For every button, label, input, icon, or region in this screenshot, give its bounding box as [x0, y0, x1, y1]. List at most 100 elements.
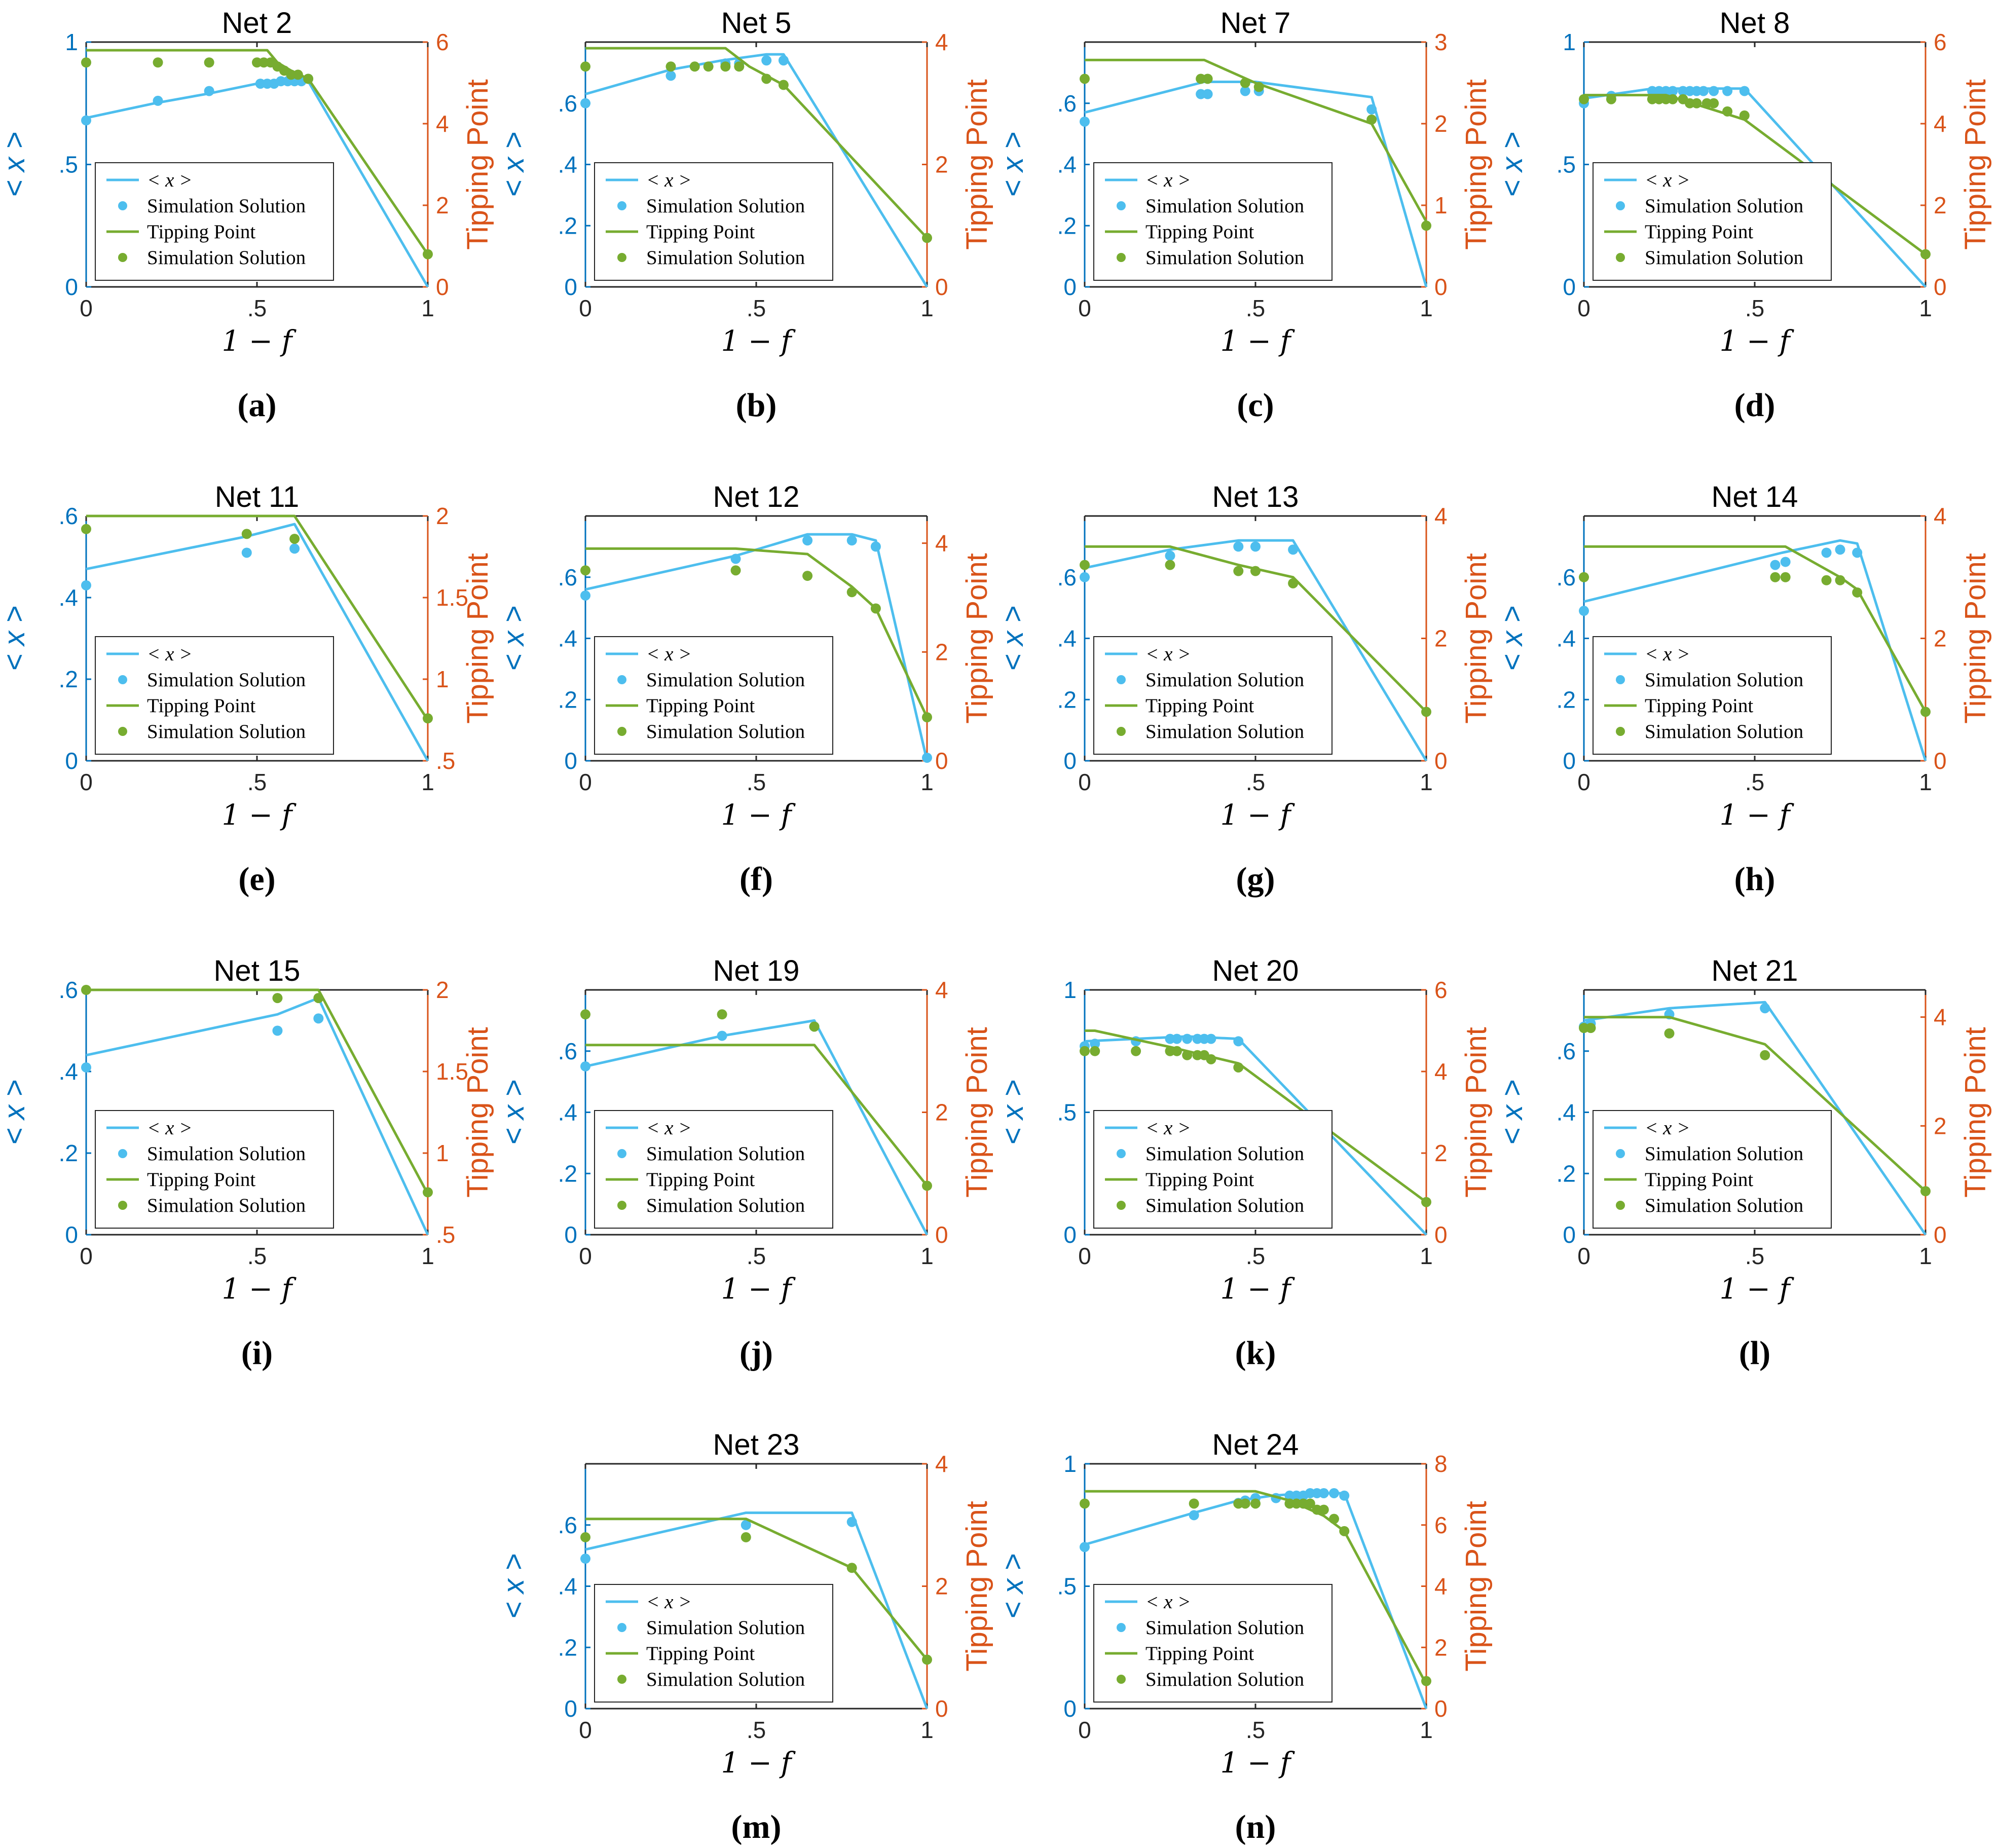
- y-right-axis-label: Tipping Point: [461, 1027, 494, 1197]
- y-left-tick-label: .4: [1557, 625, 1576, 652]
- legend-label: Tipping Point: [1645, 695, 1753, 717]
- legend-label: Simulation Solution: [1645, 721, 1803, 743]
- y-right-tick-label: 0: [1434, 748, 1448, 774]
- legend-label: Tipping Point: [646, 1643, 755, 1665]
- y-right-axis-label: Tipping Point: [960, 1501, 993, 1671]
- tipping-sim-point: [272, 993, 283, 1004]
- y-right-tick-label: 0: [436, 274, 449, 300]
- subplot-caption: (n): [1235, 1808, 1276, 1845]
- y-right-tick-label: .5: [436, 748, 455, 774]
- y-left-tick-label: 0: [65, 748, 78, 774]
- mean-x-sim-point: [580, 1554, 590, 1564]
- legend-label: < x >: [1645, 1117, 1690, 1139]
- tipping-sim-point: [1240, 78, 1250, 88]
- y-left-tick-label: .6: [1057, 90, 1077, 117]
- y-left-tick-label: .4: [558, 625, 577, 652]
- tipping-sim-point: [730, 565, 741, 576]
- legend-marker-swatch: [118, 1149, 127, 1158]
- tipping-sim-point: [1171, 1046, 1182, 1056]
- y-right-tick-label: 0: [935, 1222, 948, 1248]
- legend-label: Simulation Solution: [1645, 247, 1803, 269]
- legend: < x > Simulation Solution Tipping Point Sim…: [594, 1584, 833, 1703]
- mean-x-line: [585, 533, 929, 761]
- tipping-sim-point: [1421, 220, 1431, 231]
- y-left-tick-label: .4: [1557, 1099, 1576, 1126]
- y-right-tick-label: 2: [1934, 625, 1947, 652]
- legend-label: Simulation Solution: [147, 195, 306, 217]
- legend-label: < x >: [1645, 643, 1690, 665]
- subplot-caption: (f): [739, 861, 773, 898]
- y-left-tick-label: 1: [1563, 29, 1576, 55]
- tipping-sim-point: [1233, 566, 1244, 576]
- y-left-tick-label: 0: [564, 1695, 577, 1722]
- y-right-tick-label: 4: [1934, 1004, 1947, 1030]
- legend-label: < x >: [646, 1591, 691, 1613]
- x-tick-label: 0: [579, 1717, 592, 1743]
- legend-marker-swatch: [1117, 675, 1126, 684]
- mean-x-sim-point: [81, 115, 91, 126]
- y-left-axis-label: < x >: [0, 606, 31, 671]
- legend-marker-swatch: [1117, 1149, 1126, 1158]
- tipping-sim-point: [1709, 98, 1719, 108]
- tipping-sim-point: [292, 69, 303, 80]
- tipping-point-line: [585, 1044, 928, 1187]
- mean-x-sim-point: [1579, 606, 1589, 616]
- y-right-tick-label: 4: [436, 110, 449, 137]
- tipping-sim-point: [1852, 587, 1863, 598]
- subplot-caption: (h): [1734, 861, 1775, 898]
- subplot-caption: (e): [238, 861, 275, 898]
- y-right-tick-label: 4: [1934, 503, 1947, 529]
- x-tick-label: .5: [247, 1243, 267, 1269]
- subplot-title: Net 5: [721, 7, 792, 40]
- y-right-tick-label: 4: [935, 1451, 948, 1477]
- legend-box: [95, 636, 334, 755]
- tipping-sim-point: [1080, 1498, 1090, 1509]
- y-left-tick-label: .6: [558, 1512, 577, 1538]
- legend: < x > Simulation Solution Tipping Point Sim…: [95, 162, 334, 281]
- legend-label: < x >: [1145, 1117, 1191, 1139]
- y-left-tick-label: .2: [1557, 686, 1576, 713]
- subplot-caption: (m): [731, 1808, 782, 1845]
- y-right-axis-label: Tipping Point: [1460, 1501, 1493, 1671]
- x-axis-label: 1 − f: [1720, 325, 1795, 358]
- legend-label: Simulation Solution: [1645, 195, 1803, 217]
- tipping-sim-point: [1722, 106, 1733, 117]
- tipping-sim-point: [81, 524, 91, 534]
- y-right-axis-label: Tipping Point: [1959, 1027, 1992, 1197]
- legend-label: Simulation Solution: [147, 669, 306, 691]
- x-tick-label: .5: [247, 769, 267, 795]
- x-tick-label: 0: [1078, 769, 1091, 795]
- x-axis-label: 1 − f: [1720, 799, 1795, 832]
- tipping-sim-point: [241, 529, 252, 539]
- y-right-tick-label: 2: [1934, 1113, 1947, 1139]
- mean-x-sim-point: [153, 95, 163, 106]
- y-right-tick-label: 1: [436, 1140, 449, 1166]
- subplot-title: Net 20: [1212, 954, 1299, 987]
- tipping-sim-point: [153, 57, 163, 68]
- y-left-tick-label: .2: [558, 1634, 577, 1660]
- tipping-point-line: [1584, 1016, 1927, 1192]
- y-left-tick-label: 0: [65, 274, 78, 300]
- legend-label: Simulation Solution: [646, 1669, 805, 1690]
- tipping-sim-point: [1250, 566, 1261, 576]
- legend-label: Tipping Point: [646, 1169, 755, 1191]
- subplot-title: Net 23: [713, 1428, 800, 1461]
- y-right-tick-label: 2: [935, 1573, 948, 1600]
- tipping-sim-point: [1253, 82, 1264, 92]
- y-left-axis-label: < x >: [1496, 1080, 1529, 1145]
- x-axis-label: 1 − f: [721, 1747, 796, 1780]
- y-left-tick-label: 1: [65, 29, 78, 55]
- y-left-tick-label: .4: [59, 584, 78, 611]
- y-right-axis-label: Tipping Point: [1959, 553, 1992, 723]
- mean-x-sim-point: [1722, 86, 1733, 96]
- tipping-sim-point: [1664, 1028, 1675, 1039]
- y-right-tick-label: 2: [436, 503, 449, 529]
- x-tick-label: 0: [1577, 1243, 1590, 1269]
- y-left-axis-label: < x >: [497, 1080, 530, 1145]
- y-left-tick-label: 1: [1063, 1451, 1077, 1477]
- mean-x-sim-point: [1780, 557, 1791, 567]
